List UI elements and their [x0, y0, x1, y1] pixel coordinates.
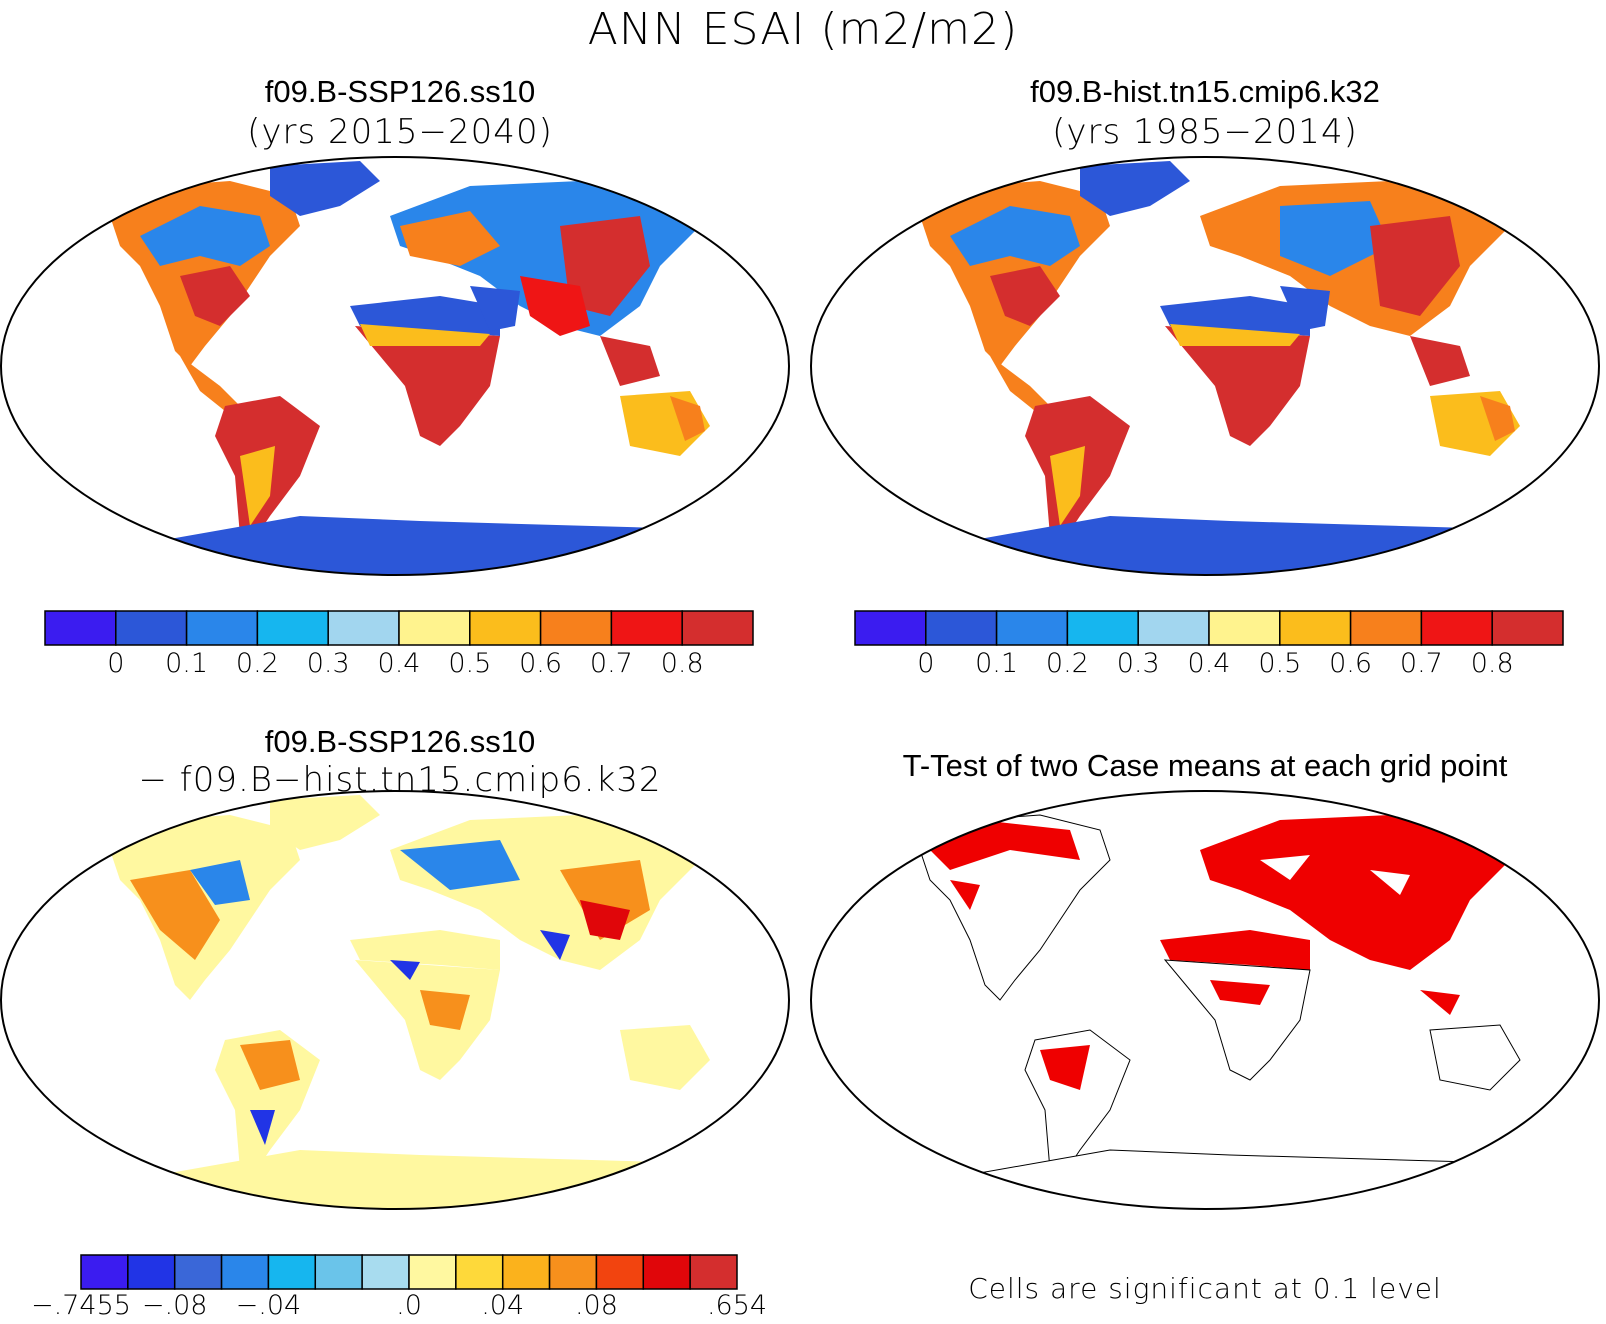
- colorbar-top-left: [44, 610, 754, 646]
- africa: [355, 326, 500, 446]
- colorbar-tick-label: 0: [107, 648, 125, 679]
- colorbar-tick-label: −.04: [235, 1290, 302, 1321]
- colorbar-tick-label: 0.3: [306, 648, 350, 679]
- colorbar-swatch: [642, 1254, 691, 1290]
- colorbar-tick-label: 0.4: [1187, 648, 1231, 679]
- colorbar-swatch: [995, 610, 1069, 646]
- colorbar-top-right-labels: 0 0.1 0.2 0.3 0.4 0.5 0.6 0.7 0.8: [854, 648, 1564, 682]
- colorbar-swatch: [115, 610, 188, 646]
- colorbar-tick-label: 0.1: [975, 648, 1019, 679]
- colorbar-swatch: [185, 610, 259, 646]
- colorbar-tick-label: 0: [917, 648, 935, 679]
- colorbar-top-left-labels: 0 0.1 0.2 0.3 0.4 0.5 0.6 0.7 0.8: [44, 648, 754, 682]
- colorbar-tick-label: 0.6: [519, 648, 563, 679]
- colorbar-swatch: [1279, 610, 1352, 646]
- greenland: [270, 161, 380, 216]
- colorbar-tick-label: .04: [481, 1290, 525, 1321]
- figure-title: ANN ESAI (m2/m2): [587, 4, 1019, 55]
- colorbar-swatch: [44, 610, 117, 646]
- colorbar-swatch: [501, 1254, 551, 1290]
- colorbar-swatch: [220, 1254, 270, 1290]
- colorbar-tick-label: .08: [574, 1290, 618, 1321]
- colorbar-swatch: [1208, 610, 1281, 646]
- colorbar-swatch: [548, 1254, 598, 1290]
- colorbar-swatch: [80, 1254, 129, 1290]
- colorbar-tick-label: .0: [396, 1290, 422, 1321]
- colorbar-tick-label: −.7455: [31, 1290, 131, 1321]
- colorbar-swatch: [1349, 610, 1423, 646]
- colorbar-tick-label: 0.2: [1045, 648, 1089, 679]
- colorbar-tick-label: 0.6: [1329, 648, 1373, 679]
- colorbar-swatch: [173, 1254, 223, 1290]
- colorbar-swatch: [689, 1254, 738, 1290]
- colorbar-tick-label: 0.5: [448, 648, 492, 679]
- colorbar-swatch: [267, 1254, 317, 1290]
- colorbar-swatch: [610, 610, 683, 646]
- map-top-right: [810, 156, 1600, 576]
- colorbar-swatch: [314, 1254, 363, 1290]
- colorbar-swatch: [1420, 610, 1493, 646]
- map-bottom-right: [810, 790, 1600, 1210]
- map-top-left: [0, 156, 790, 576]
- colorbar-swatch: [127, 1254, 176, 1290]
- colorbar-swatch: [408, 1254, 457, 1290]
- colorbar-swatch: [854, 610, 927, 646]
- colorbar-swatch: [681, 610, 754, 646]
- colorbar-tick-label: 0.3: [1116, 648, 1160, 679]
- colorbar-swatch: [361, 1254, 410, 1290]
- colorbar-tick-label: 0.8: [660, 648, 704, 679]
- bottom-right-title: T-Test of two Case means at each grid po…: [902, 748, 1508, 783]
- colorbar-swatch: [539, 610, 613, 646]
- africa-sahara: [350, 296, 500, 336]
- colorbar-tick-label: −.08: [141, 1290, 208, 1321]
- colorbar-tick-label: 0.4: [377, 648, 421, 679]
- colorbar-swatch: [595, 1254, 645, 1290]
- top-right-title: f09.B-hist.tn15.cmip6.k32: [1030, 74, 1380, 109]
- top-right-subtitle: (yrs 1985−2014): [1052, 112, 1358, 152]
- ttest-note: Cells are significant at 0.1 level: [968, 1272, 1442, 1305]
- colorbar-tick-label: 0.1: [165, 648, 209, 679]
- colorbar-tick-label: 0.5: [1258, 648, 1302, 679]
- colorbar-tick-label: 0.7: [1399, 648, 1443, 679]
- colorbar-swatch: [327, 610, 400, 646]
- colorbar-tick-label: 0.7: [589, 648, 633, 679]
- colorbar-tick-label: .654: [706, 1290, 768, 1321]
- colorbar-tick-label: 0.8: [1470, 648, 1514, 679]
- top-left-title: f09.B-SSP126.ss10: [264, 74, 536, 109]
- colorbar-bottom-left: [80, 1254, 738, 1290]
- top-left-subtitle: (yrs 2015−2040): [247, 112, 553, 152]
- colorbar-swatch: [1066, 610, 1139, 646]
- bottom-left-title: f09.B-SSP126.ss10: [264, 724, 536, 759]
- colorbar-swatch: [1137, 610, 1210, 646]
- colorbar-swatch: [256, 610, 329, 646]
- colorbar-swatch: [1491, 610, 1564, 646]
- colorbar-bottom-left-labels: −.7455 −.08 −.04 .0 .04 .08 .654: [31, 1290, 767, 1324]
- map-bottom-left: [0, 790, 790, 1210]
- colorbar-swatch: [398, 610, 471, 646]
- colorbar-tick-label: 0.2: [235, 648, 279, 679]
- colorbar-swatch: [925, 610, 998, 646]
- colorbar-swatch: [455, 1254, 504, 1290]
- colorbar-top-right: [854, 610, 1564, 646]
- colorbar-swatch: [469, 610, 542, 646]
